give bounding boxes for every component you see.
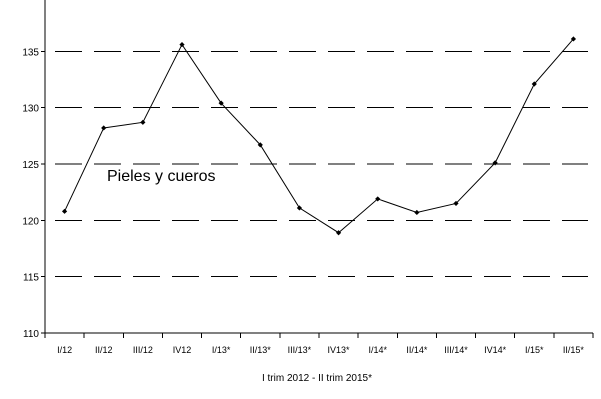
data-point xyxy=(492,160,498,166)
data-point xyxy=(101,125,107,131)
y-tick-label-140: 140 xyxy=(22,0,39,2)
x-tick-labels: I/12 II/12 III/12 IV12 I/13* II/13* III/13* IV1… xyxy=(57,345,584,355)
data-point xyxy=(140,119,146,125)
x-tick-label: III/13* xyxy=(288,345,312,355)
x-tick-label: II/13* xyxy=(250,345,272,355)
x-tick-label: III/12 xyxy=(133,345,153,355)
y-tick-label-120: 120 xyxy=(22,216,39,227)
data-point xyxy=(414,209,420,216)
data-point xyxy=(531,81,537,87)
data-point xyxy=(61,208,68,214)
y-tick-label-130: 130 xyxy=(22,104,39,115)
x-tick-label: I/15* xyxy=(525,345,544,355)
series-line xyxy=(64,38,574,234)
series-annotation-label: Pieles y cueros xyxy=(107,168,216,185)
x-tick-label: II/12 xyxy=(95,345,113,355)
y-tick-label-125: 125 xyxy=(22,160,39,171)
y-tick-label-135: 135 xyxy=(22,47,39,58)
x-tick-label: II/14* xyxy=(406,345,428,355)
x-axis-title: I trim 2012 - II trim 2015* xyxy=(262,373,372,384)
x-tick-label: I/14* xyxy=(368,345,387,355)
x-tick-label: II/15* xyxy=(563,345,585,355)
y-tick-label-110: 110 xyxy=(23,329,39,340)
data-point xyxy=(218,100,224,106)
y-tick-labels: 110 115 120 125 130 135 140 xyxy=(22,0,39,340)
x-tick-label: IV12 xyxy=(173,345,192,355)
data-point xyxy=(570,36,577,42)
series-lines xyxy=(61,36,577,236)
data-point xyxy=(453,200,459,207)
y-tick-label-115: 115 xyxy=(23,273,39,284)
gridlines xyxy=(55,50,588,278)
data-point xyxy=(257,142,263,148)
data-point xyxy=(335,230,342,236)
x-tick-label: I/12 xyxy=(57,345,72,355)
x-tick-label: I/13* xyxy=(212,345,231,355)
axes xyxy=(41,0,594,338)
x-tick-label: III/14* xyxy=(444,345,468,355)
data-point xyxy=(179,41,185,48)
data-point xyxy=(375,196,381,202)
x-tick-label: IV14* xyxy=(484,345,507,355)
data-point xyxy=(296,205,303,211)
x-tick-label: IV13* xyxy=(328,345,351,355)
